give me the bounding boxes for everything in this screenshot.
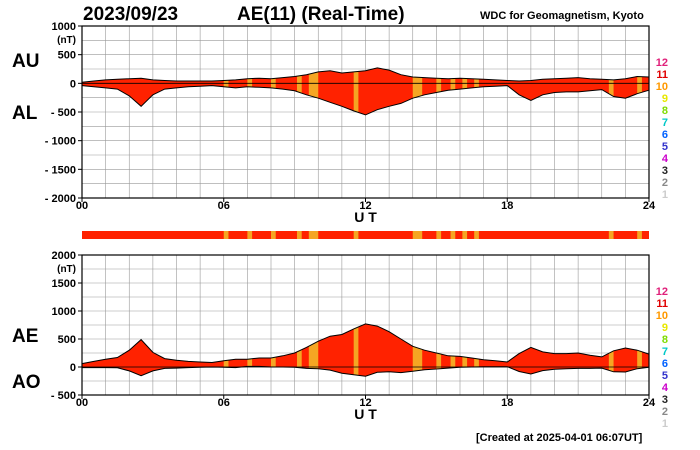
ae-ao-legend-count-11: 11: [656, 298, 668, 310]
ae-ao-legend-count-12: 12: [656, 286, 668, 298]
station-bar-segment: [436, 231, 442, 239]
series-ae: [81, 323, 650, 365]
station-bar-segment: [223, 231, 229, 239]
au-al-ytick-label: - 2000: [45, 193, 76, 205]
station-bar-segment: [412, 231, 423, 239]
au-al-legend-count-11: 11: [656, 69, 668, 81]
ae-ao-legend-count-9: 9: [662, 322, 668, 334]
au-al-ytick-label: 1000: [52, 21, 76, 33]
label-au: AU: [12, 51, 40, 72]
ae-ao-xtick-label: 00: [76, 397, 88, 409]
au-al-legend-count-5: 5: [662, 141, 668, 153]
station-bar-segment: [462, 231, 468, 239]
au-al-highlight-band: [412, 67, 423, 115]
au-al-legend-count-10: 10: [656, 81, 668, 93]
au-al-highlight-band: [296, 67, 302, 115]
chart-date: 2023/09/23: [83, 4, 179, 25]
au-al-legend-count-7: 7: [662, 117, 668, 129]
au-al-legend-count-8: 8: [662, 105, 668, 117]
ae-ao-legend-count-10: 10: [656, 310, 668, 322]
station-bar-segment: [271, 231, 276, 239]
au-al-xtick-label: 18: [501, 200, 513, 212]
ae-ao-legend-count-1: 1: [662, 418, 668, 430]
ae-ao-xtick-label: 12: [359, 397, 371, 409]
au-al-highlight-band: [353, 67, 359, 115]
ae-ao-legend-count-7: 7: [662, 346, 668, 358]
ae-ao-legend-count-8: 8: [662, 334, 668, 346]
station-bar-segment: [296, 231, 302, 239]
chart-title: AE(11) (Real-Time): [237, 4, 405, 25]
ae-ao-yunit: (nT): [57, 264, 76, 275]
ae-ao-legend-count-2: 2: [662, 406, 668, 418]
series-au: [81, 67, 650, 83]
au-al-ytick-label: - 1500: [45, 164, 76, 176]
au-al-xtick-label: 12: [359, 200, 371, 212]
au-al-legend-count-12: 12: [656, 57, 668, 69]
station-bar-segment: [450, 231, 456, 239]
ae-ao-legend-count-3: 3: [662, 394, 668, 406]
series-ao: [82, 365, 650, 377]
ae-ao-xtick-label: 24: [643, 397, 656, 409]
ae-ao-legend-count-6: 6: [662, 358, 668, 370]
au-al-xlabel: U T: [354, 209, 377, 225]
station-bar-segment: [608, 231, 614, 239]
ae-ao-highlight-band: [353, 323, 359, 377]
data-source: WDC for Geomagnetism, Kyoto: [480, 10, 644, 22]
au-al-legend-count-4: 4: [662, 153, 669, 165]
created-timestamp: [Created at 2025-04-01 06:07UT]: [476, 432, 643, 444]
ae-ao-legend-count-4: 4: [662, 382, 669, 394]
station-bar-segment: [637, 231, 642, 239]
ae-ao-ytick-label: 2000: [52, 250, 76, 262]
label-ae: AE: [12, 326, 39, 347]
station-bar-segment: [308, 231, 319, 239]
au-al-highlight-band: [308, 67, 319, 115]
au-al-highlight-band: [608, 67, 614, 115]
station-bar-segment: [474, 231, 479, 239]
ae-ao-legend-count-5: 5: [662, 370, 668, 382]
au-al-ytick-label: 500: [58, 50, 76, 62]
au-al-ytick-label: - 1000: [45, 136, 76, 148]
au-al-legend-count-1: 1: [662, 189, 668, 201]
ae-ao-xlabel: U T: [354, 406, 377, 422]
station-bar-segment: [247, 231, 253, 239]
ae-ao-highlight-band: [412, 323, 423, 377]
ae-ao-ytick-label: 1000: [52, 306, 76, 318]
ae-ao-ytick-label: 500: [58, 334, 76, 346]
au-al-ytick-label: - 500: [51, 107, 76, 119]
au-al-ytick-label: 0: [70, 78, 76, 90]
au-al-legend-count-6: 6: [662, 129, 668, 141]
ae-ao-ytick-label: - 500: [51, 390, 76, 402]
label-al: AL: [12, 103, 38, 124]
ae-ao-highlight-band: [308, 323, 319, 377]
ae-ao-ytick-label: 0: [70, 362, 76, 374]
au-al-legend-count-2: 2: [662, 177, 668, 189]
series-al: [81, 85, 650, 116]
au-al-xtick-label: 06: [218, 200, 230, 212]
au-al-legend-count-3: 3: [662, 165, 668, 177]
ae-ao-ytick-label: 1500: [52, 278, 76, 290]
au-al-highlight-band: [637, 67, 642, 115]
au-al-yunit: (nT): [57, 35, 76, 46]
au-al-legend-count-9: 9: [662, 93, 668, 105]
au-al-xtick-label: 00: [76, 200, 88, 212]
au-al-xtick-label: 24: [643, 200, 656, 212]
au-al-fill-area: [82, 67, 649, 115]
au-al-highlight-band: [436, 67, 442, 115]
station-bar-segment: [353, 231, 359, 239]
ae-ao-xtick-label: 06: [218, 397, 230, 409]
ae-ao-xtick-label: 18: [501, 397, 513, 409]
label-ao: AO: [12, 372, 41, 393]
station-bar: [82, 231, 649, 239]
